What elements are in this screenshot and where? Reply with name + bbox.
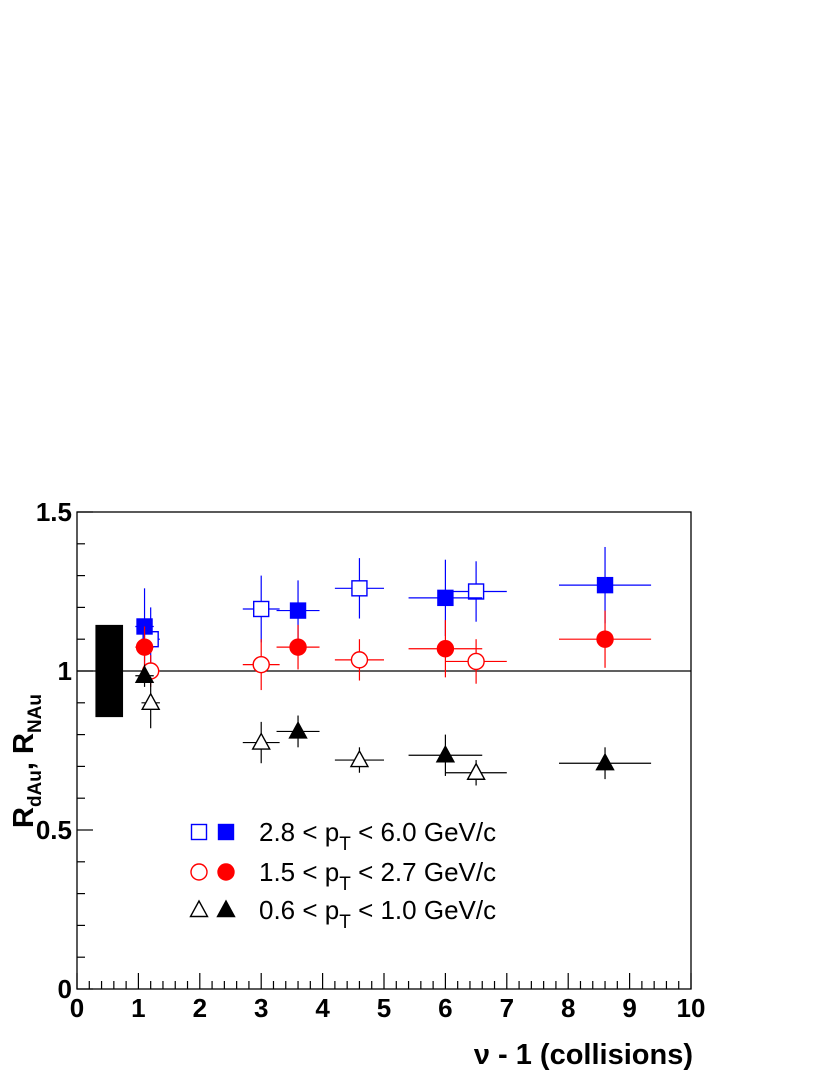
x-axis-title: ν - 1 (collisions) [474, 1039, 693, 1071]
data-point [436, 640, 455, 658]
x-tick-label: 9 [622, 993, 636, 1023]
data-point [596, 630, 614, 648]
data-point [135, 638, 154, 656]
data-point [349, 749, 370, 768]
axis-ticks-layer [76, 511, 692, 990]
x-tick-label: 5 [377, 993, 391, 1023]
legend-entry-circle: 1.5 < pT < 2.7 GeV/c [190, 857, 496, 895]
x-tick-label: 6 [438, 993, 452, 1023]
data-point [351, 580, 368, 597]
data-point [595, 752, 615, 771]
y-axis-title-sub1: dAu [25, 770, 46, 807]
y-tick-label: 0.5 [36, 815, 72, 845]
data-point [252, 655, 270, 674]
legend-label: 2.8 < pT < 6.0 GeV/c [259, 817, 496, 855]
data-point [350, 651, 369, 669]
legend-entry-triangle: 0.6 < pT < 1.0 GeV/c [189, 895, 496, 933]
legend-marker-filled [217, 863, 235, 881]
y-tick-label: 0 [58, 974, 72, 1004]
data-point [467, 583, 485, 600]
legend: 2.8 < pT < 6.0 GeV/c1.5 < pT < 2.7 GeV/c… [189, 817, 496, 933]
legend-label: 1.5 < pT < 2.7 GeV/c [259, 857, 496, 895]
data-point [288, 720, 308, 739]
x-tick-label: 4 [315, 993, 330, 1023]
data-point [596, 576, 614, 594]
data-point [251, 732, 271, 750]
y-axis-title: RdAu, RNAu [8, 694, 46, 828]
data-point [252, 600, 270, 618]
y-tick-label: 1.5 [36, 497, 72, 527]
data-point [289, 602, 307, 619]
legend-label: 0.6 < pT < 1.0 GeV/c [259, 895, 496, 933]
tick-labels-layer: 0 1 2 3 4 5 6 7 8 9 10 0 0.5 1 1.5 [36, 497, 706, 1023]
data-point [437, 589, 454, 607]
data-point [467, 652, 485, 671]
series-5-triangle-filled [134, 664, 652, 780]
legend-marker-open [190, 823, 208, 841]
legend-marker-filled [216, 899, 236, 918]
y-axis-title-sub2: NAu [25, 694, 46, 733]
y-axis-title-main: R [8, 807, 40, 828]
y-axis-title-sep: , R [8, 733, 40, 770]
x-tick-label: 3 [254, 993, 268, 1023]
series-3-circle-filled [135, 610, 652, 678]
data-points-layer [134, 546, 652, 786]
x-tick-label: 7 [500, 993, 514, 1023]
legend-marker-open [189, 899, 209, 918]
series-4-triangle-open [140, 677, 507, 786]
legend-marker-open [190, 863, 208, 881]
x-tick-label: 10 [677, 993, 706, 1023]
x-tick-label: 0 [70, 993, 84, 1023]
legend-marker-filled [217, 823, 235, 841]
data-point [140, 692, 161, 710]
data-point [466, 762, 486, 780]
x-tick-label: 8 [561, 993, 575, 1023]
data-point [134, 665, 155, 683]
x-tick-label: 1 [131, 993, 145, 1023]
series-1-square-filled [135, 546, 652, 665]
x-tick-label: 2 [193, 993, 207, 1023]
data-point [289, 638, 307, 656]
data-point [435, 744, 456, 763]
y-tick-label: 1 [58, 656, 72, 686]
legend-entry-square: 2.8 < pT < 6.0 GeV/c [190, 817, 496, 855]
